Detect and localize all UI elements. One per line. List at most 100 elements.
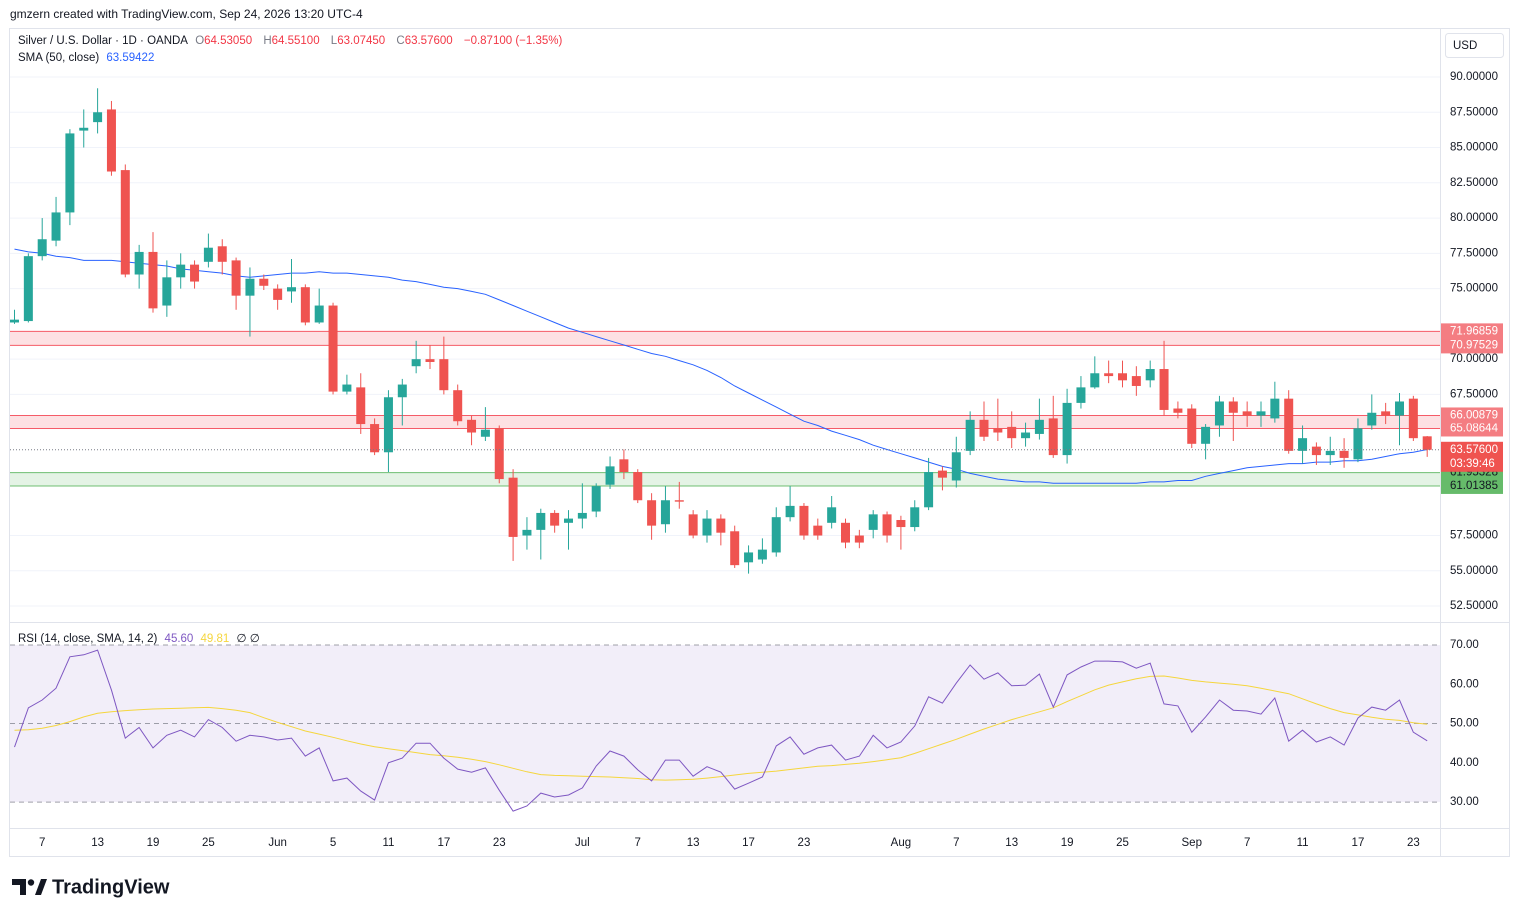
candle-body	[176, 264, 186, 278]
candle-body	[1367, 412, 1377, 426]
candle-body	[924, 472, 934, 508]
ohlc: C63.57600	[396, 35, 456, 47]
y-tick-label: 90.00000	[1450, 71, 1498, 83]
candle-body	[619, 459, 629, 473]
rsi-sma-line	[14, 675, 1428, 781]
rsi-line	[14, 649, 1428, 812]
candle-body	[356, 387, 366, 425]
x-tick-label: 17	[742, 837, 755, 849]
candle-body	[51, 212, 61, 241]
zone-label: 66.00879	[1450, 409, 1498, 421]
candle-body	[1395, 401, 1404, 416]
candle-body	[79, 127, 89, 131]
currency-box[interactable]	[1445, 33, 1504, 58]
y-tick-label: 57.50000	[1450, 530, 1498, 542]
sma-title: SMA (50, close)	[18, 52, 100, 64]
zone-label: 61.01385	[1450, 480, 1498, 492]
y-tick-label: 60.00	[1450, 678, 1479, 690]
candle-body	[1339, 450, 1349, 458]
countdown: 03:39:46	[1450, 458, 1495, 470]
candle-body	[1104, 373, 1114, 377]
x-tick-label: 5	[330, 837, 336, 849]
candle-body	[10, 319, 19, 323]
candle-body	[65, 133, 75, 213]
candle-body	[1214, 401, 1224, 426]
candle-body	[1062, 402, 1072, 456]
candle-body	[1201, 426, 1211, 444]
ohlc: O64.53050	[195, 35, 256, 47]
zone-label: 70.97529	[1450, 339, 1498, 351]
frame	[9, 28, 1510, 857]
candle-body	[273, 288, 283, 300]
candle-body	[591, 486, 601, 512]
sma-value: 63.59422	[106, 52, 155, 64]
ohlc-value: 64.53050	[204, 35, 253, 47]
zone	[10, 415, 1440, 429]
candle-body	[1353, 428, 1363, 460]
candle-body	[328, 305, 338, 392]
candle-body	[383, 397, 393, 453]
candle-body	[1159, 369, 1169, 410]
candle-body	[1381, 411, 1391, 416]
candle-body	[605, 466, 615, 485]
candle-body	[120, 170, 130, 275]
ohlc: L63.07450	[331, 35, 389, 47]
candle-body	[370, 424, 380, 453]
x-tick-label: 23	[798, 837, 811, 849]
sma-legend: SMA (50, close) 63.59422	[18, 52, 158, 64]
candle-body	[190, 264, 200, 282]
candle-body	[536, 512, 546, 530]
y-tick-label: 75.00000	[1450, 283, 1498, 295]
rsi-value: 45.60	[164, 633, 194, 645]
x-tick-label: 11	[382, 837, 394, 849]
last-price-bg	[1441, 441, 1503, 472]
candle-body	[1048, 418, 1058, 456]
candle-body	[1131, 376, 1141, 386]
zone-label-bg	[1441, 323, 1503, 340]
candle-body	[37, 239, 47, 257]
x-tick-label: 7	[1244, 837, 1250, 849]
candle-body	[785, 505, 795, 518]
candle-body	[1021, 432, 1031, 439]
y-tick-label: 67.50000	[1450, 388, 1498, 400]
candle-body	[217, 246, 227, 262]
candle-body	[702, 518, 712, 536]
candle-body	[730, 531, 740, 566]
candle-body	[660, 500, 670, 525]
candle-body	[1408, 398, 1418, 439]
candle-body	[688, 514, 698, 536]
currency[interactable]: USD	[1453, 40, 1477, 52]
sma-line	[14, 248, 1428, 484]
candle-body	[979, 419, 989, 437]
y-tick-label: 30.00	[1450, 796, 1479, 808]
candle-body	[411, 359, 421, 367]
x-tick-label: 25	[1116, 837, 1129, 849]
ohlc-key: O	[195, 35, 205, 47]
candle-body	[1145, 369, 1155, 381]
candle-body	[757, 549, 767, 560]
candle-body	[162, 277, 172, 306]
y-tick-label: 52.50000	[1450, 600, 1498, 612]
rsi-symbols: ∅ ∅	[236, 633, 260, 645]
last-price-label: 63.57600	[1450, 444, 1498, 456]
candle-body	[951, 452, 961, 481]
change: −0.87100 (−1.35%)	[463, 35, 563, 47]
candle-body	[647, 500, 657, 526]
x-tick-label: Jun	[268, 837, 287, 849]
candle-body	[965, 419, 975, 451]
zone-label-bg	[1441, 477, 1503, 494]
x-tick-label: 23	[493, 837, 506, 849]
candle-body	[896, 519, 906, 528]
x-tick-label: 7	[39, 837, 45, 849]
x-tick-label: 19	[1061, 837, 1074, 849]
y-tick-label: 70.00	[1450, 639, 1479, 651]
ohlc: H64.55100	[263, 35, 323, 47]
y-tick-label: 77.50000	[1450, 247, 1498, 259]
zone-label-bg	[1441, 420, 1503, 437]
candle-body	[827, 507, 837, 523]
rsi-legend: RSI (14, close, SMA, 14, 2) 45.60 49.81 …	[18, 631, 264, 645]
candle-body	[1422, 436, 1432, 450]
candle-body	[868, 514, 878, 530]
candle-body	[550, 512, 560, 526]
